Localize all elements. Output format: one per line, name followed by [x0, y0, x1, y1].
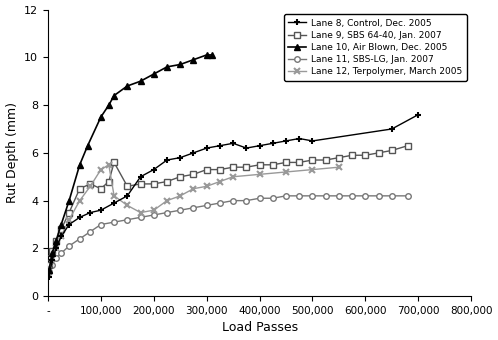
- Y-axis label: Rut Depth (mm): Rut Depth (mm): [5, 102, 18, 203]
- X-axis label: Load Passes: Load Passes: [222, 321, 298, 335]
- Legend: Lane 8, Control, Dec. 2005, Lane 9, SBS 64-40, Jan. 2007, Lane 10, Air Blown, De: Lane 8, Control, Dec. 2005, Lane 9, SBS …: [284, 14, 467, 81]
